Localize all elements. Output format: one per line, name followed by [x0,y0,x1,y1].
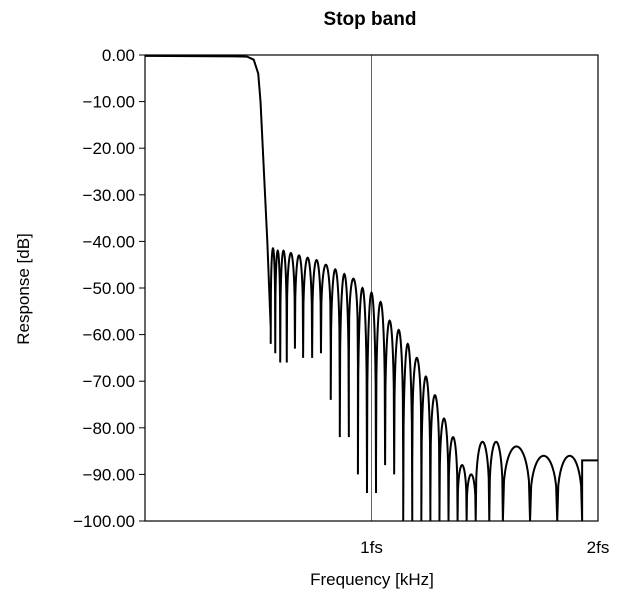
y-tick-label: 0.00 [102,46,135,65]
x-axis-ticks: 1fs 2fs [360,538,609,557]
y-tick-label: −60.00 [83,326,135,345]
frequency-response-line [144,54,598,522]
y-tick-label: −50.00 [83,279,135,298]
x-tick-label: 1fs [360,538,383,557]
y-axis-label: Response [dB] [14,233,33,345]
y-tick-label: −40.00 [83,232,135,251]
y-tick-label: −80.00 [83,419,135,438]
y-tick-label: −90.00 [83,465,135,484]
x-axis-label: Frequency [kHz] [310,570,434,589]
y-tick-label: −100.00 [73,512,135,531]
y-tick-label: −20.00 [83,139,135,158]
y-axis-ticks: 0.00 −10.00 −20.00 −30.00 −40.00 −50.00 −60.00… [73,46,145,531]
chart-title: Stop band [324,9,417,30]
y-tick-label: −10.00 [83,93,135,112]
x-tick-label: 2fs [587,538,610,557]
y-tick-label: −30.00 [83,186,135,205]
y-tick-label: −70.00 [83,372,135,391]
